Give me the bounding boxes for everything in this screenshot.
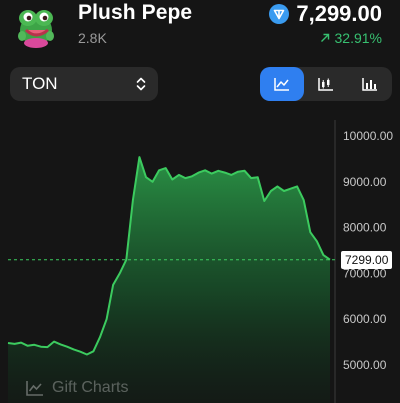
y-tick-label: 6000.00 [343,312,387,326]
y-tick-label: 5000.00 [343,358,387,372]
candle-chart-icon [318,78,333,91]
price-chart: 10000.00 9000.00 8000.00 7000.00 6000.00 5000… [7,120,393,403]
header: Plush Pepe 2.8K 7,299.00 32.91% [0,0,400,60]
bar-chart-icon [362,78,377,91]
line-chart-button[interactable] [260,67,304,101]
price-change-value: 32.91% [334,30,382,46]
currency-select[interactable]: TON [10,67,158,101]
current-price: 7,299.00 [296,1,382,26]
item-supply: 2.8K [78,30,107,46]
price-area [8,157,330,403]
chart-type-toggle [260,67,392,101]
chart-logo-icon [26,381,43,396]
y-tick-label: 8000.00 [343,221,387,235]
line-chart-icon [274,78,289,91]
price-line [7,156,331,356]
item-title: Plush Pepe [78,1,193,24]
candle-chart-button[interactable] [304,67,348,101]
y-tick-label: 9000.00 [343,175,387,189]
y-tick-label: 10000.00 [343,129,393,143]
current-price-tag: 7299.00 [341,250,393,269]
y-tick-label: 7000.00 [343,266,387,280]
watermark-label: Gift Charts [52,379,129,396]
ton-coin-icon [269,4,290,24]
arrow-up-right-icon [320,33,329,42]
bar-chart-button[interactable] [348,67,392,101]
plush-pepe-avatar [14,0,66,50]
currency-select-value: TON [22,74,58,93]
price-change: 32.91% [320,30,382,46]
chevron-up-down-icon [136,77,146,91]
price-block: 7,299.00 [269,1,382,27]
watermark: Gift Charts [26,379,128,397]
